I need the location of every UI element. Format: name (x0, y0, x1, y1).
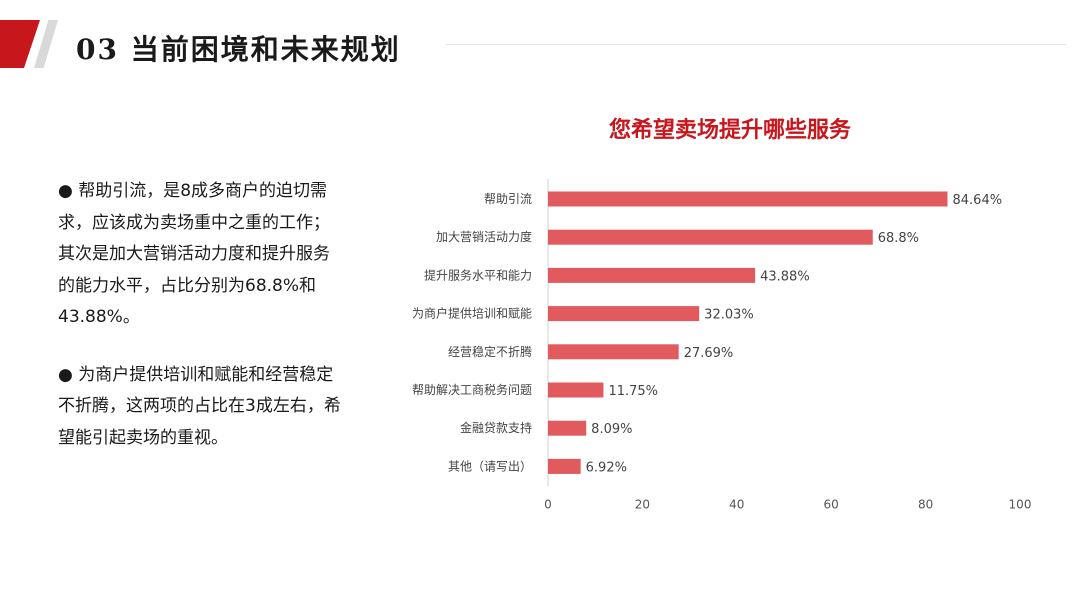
bullet-paragraph-1: ● 帮助引流，是8成多商户的迫切需求，应该成为卖场重中之重的工作；其次是加大营销… (58, 181, 330, 327)
x-tick-label: 0 (544, 497, 552, 511)
bar (548, 229, 873, 245)
x-tick-label: 80 (918, 497, 933, 511)
bar (548, 306, 700, 322)
x-tick-label: 40 (729, 497, 744, 511)
bar (548, 267, 756, 283)
x-tick-label: 100 (1009, 497, 1032, 511)
category-label: 金融贷款支持 (460, 420, 532, 435)
category-label: 帮助引流 (484, 192, 532, 206)
category-label: 提升服务水平和能力 (424, 267, 532, 282)
category-label: 帮助解决工商税务问题 (412, 382, 532, 397)
bar (548, 191, 948, 207)
bar (548, 458, 581, 474)
bullet-paragraph-2: ● 为商户提供培训和赋能和经营稳定不折腾，这两项的占比在3成左右，希望能引起卖场… (58, 364, 341, 448)
data-label: 8.09% (591, 422, 632, 437)
data-label: 68.8% (878, 231, 919, 246)
chart-title: 您希望卖场提升哪些服务 (608, 118, 851, 143)
category-label: 加大营销活动力度 (436, 229, 532, 244)
category-label: 经营稳定不折腾 (448, 344, 532, 359)
bar (548, 344, 679, 360)
data-label: 11.75% (608, 384, 658, 399)
category-label: 为商户提供培训和赋能 (412, 306, 532, 321)
header-divider (446, 44, 1066, 45)
x-tick-label: 60 (824, 497, 839, 511)
page-title: 03 当前困境和未来规划 (76, 33, 401, 66)
data-label: 43.88% (760, 269, 810, 284)
data-label: 84.64% (953, 193, 1003, 208)
x-tick-label: 20 (635, 497, 650, 511)
category-label: 其他（请写出） (448, 459, 532, 473)
data-label: 27.69% (684, 346, 734, 361)
data-label: 32.03% (704, 308, 754, 323)
summary-text: ● 帮助引流，是8成多商户的迫切需求，应该成为卖场重中之重的工作；其次是加大营销… (58, 176, 343, 480)
data-label: 6.92% (586, 460, 627, 475)
bar (548, 382, 604, 398)
bar (548, 420, 587, 436)
